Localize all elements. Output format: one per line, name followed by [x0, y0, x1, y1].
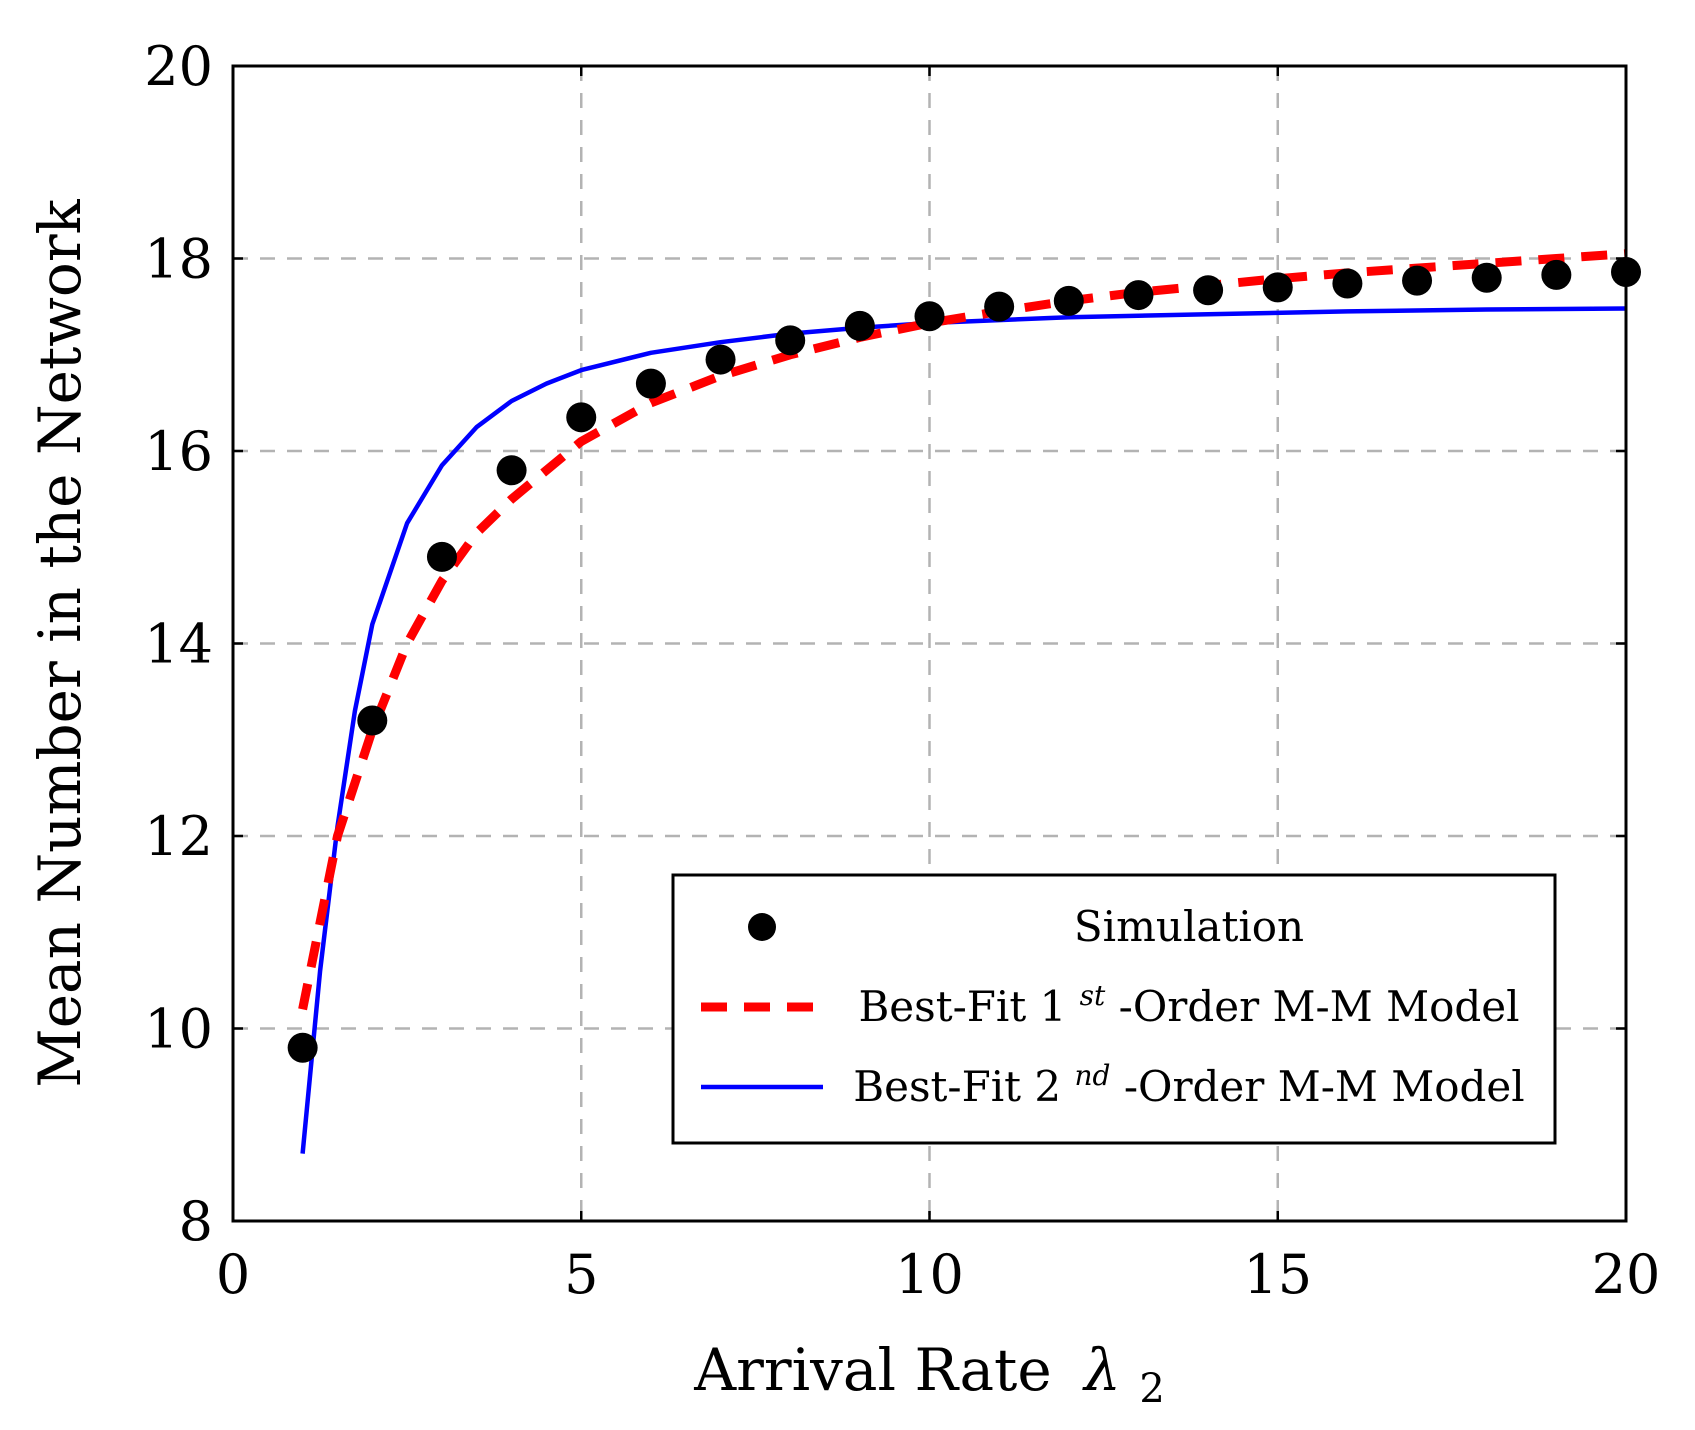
legend-label-first-order-prefix: Best-Fit 1: [858, 982, 1066, 1031]
simulation-point: [496, 455, 527, 486]
x-tick-label: 0: [216, 1243, 250, 1306]
legend-marker-simulation: [748, 913, 776, 941]
x-tick-label: 5: [564, 1243, 598, 1306]
y-tick-label: 14: [144, 613, 213, 676]
x-tick-label: 20: [1592, 1243, 1661, 1306]
simulation-point: [1193, 275, 1224, 306]
grid-layer: [233, 66, 1626, 1221]
simulation-point: [844, 310, 875, 341]
simulation-point: [1262, 272, 1293, 303]
x-axis-label-text: Arrival Rate: [693, 1336, 1051, 1404]
legend-box: [671, 873, 1557, 1145]
y-tick-label: 20: [144, 35, 213, 98]
legend-label-first-order-suffix: -Order M-M Model: [1119, 982, 1520, 1031]
simulation-point: [914, 301, 945, 332]
legend-label-first-order-sup: st: [1080, 979, 1106, 1012]
simulation-point: [1053, 285, 1084, 316]
simulation-point: [984, 291, 1015, 322]
legend-label-simulation: Simulation: [1074, 902, 1304, 951]
simulation-point: [357, 705, 388, 736]
y-tick-label: 12: [144, 805, 213, 868]
x-axis-label-subscript: 2: [1139, 1366, 1164, 1412]
legend-label-second-order-sup: nd: [1075, 1059, 1111, 1092]
y-tick-label: 18: [144, 228, 213, 291]
legend: Simulation Best-Fit 1 st -Order M-M Mode…: [671, 873, 1557, 1145]
simulation-point: [566, 402, 597, 433]
simulation-point: [635, 368, 666, 399]
y-tick-label: 10: [144, 998, 213, 1061]
simulation-point: [426, 541, 457, 572]
legend-label-second-order: Best-Fit 2 nd -Order M-M Model: [853, 1046, 1524, 1111]
simulation-point: [1541, 259, 1572, 290]
simulation-point: [1123, 280, 1154, 311]
series-layer: [287, 249, 1641, 1154]
legend-label-first-order: Best-Fit 1 st -Order M-M Model: [858, 966, 1519, 1031]
series-line-second-order: [300, 306, 1627, 1154]
y-axis-label: Mean Number in the Network: [26, 198, 94, 1087]
y-tick-label: 16: [144, 420, 213, 483]
simulation-point: [1471, 262, 1502, 293]
x-tick-label: 15: [1243, 1243, 1312, 1306]
simulation-point: [287, 1032, 318, 1063]
simulation-point: [1332, 268, 1363, 299]
simulation-point: [705, 344, 736, 375]
x-tick-label: 10: [895, 1243, 964, 1306]
x-axis-label-symbol: λ: [1082, 1336, 1121, 1404]
legend-label-second-order-prefix: Best-Fit 2: [853, 1062, 1061, 1111]
legend-label-second-order-suffix: -Order M-M Model: [1124, 1062, 1525, 1111]
tick-layer: 0 5 10 15 20 8 10 12 14 16 18 20: [144, 35, 1660, 1306]
simulation-point: [775, 325, 806, 356]
x-axis-label: Arrival Rate λ 2: [693, 1336, 1165, 1412]
simulation-point: [1402, 265, 1433, 296]
y-tick-label: 8: [179, 1190, 213, 1253]
